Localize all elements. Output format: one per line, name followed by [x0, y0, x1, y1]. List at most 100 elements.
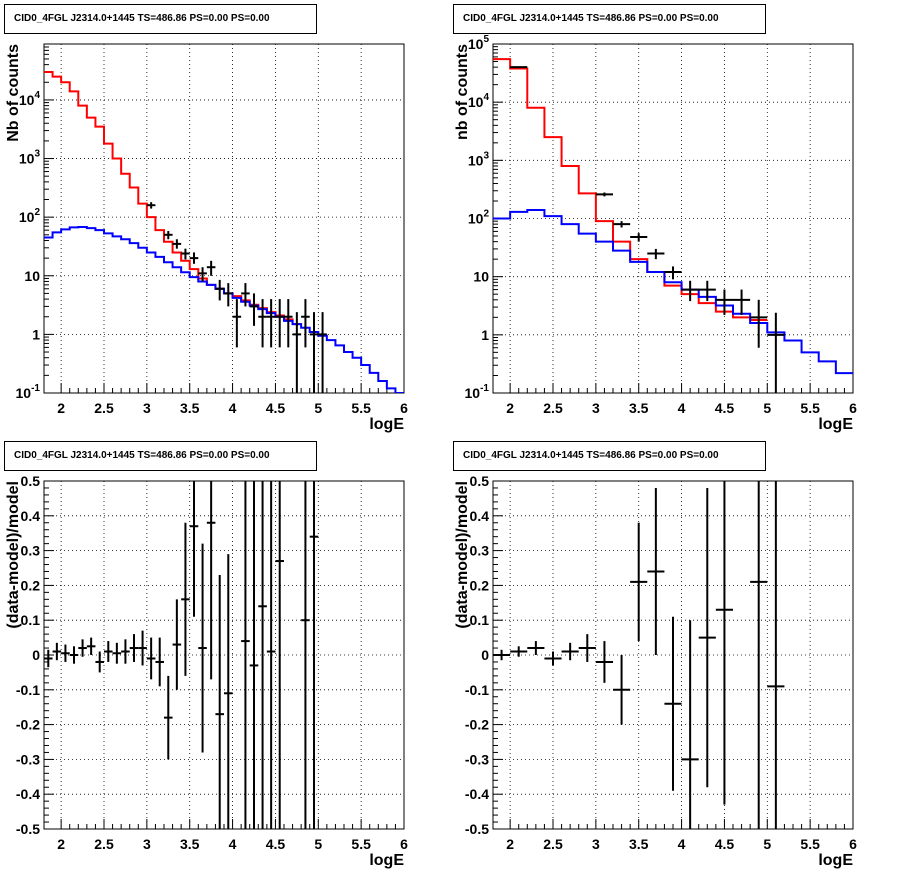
x-tick-label: 4	[678, 836, 686, 852]
data-point	[561, 642, 579, 661]
y-tick-label: 0.5	[21, 473, 41, 489]
y-tick-label: -0.3	[16, 751, 40, 767]
y-tick-label: 105	[468, 34, 490, 52]
y-axis-label: (data-model)/model	[454, 481, 471, 629]
x-tick-label: 4.5	[715, 400, 735, 416]
data-point	[121, 639, 130, 664]
x-tick-label: 4.5	[266, 836, 286, 852]
y-tick-label: 10-1	[465, 383, 490, 401]
x-tick-label: 6	[400, 836, 408, 852]
x-tick-label: 2	[57, 400, 65, 416]
y-tick-label: 0.2	[21, 577, 41, 593]
x-tick-label: 6	[849, 836, 857, 852]
y-tick-label: 1	[32, 326, 40, 342]
x-axis-label: logE	[369, 416, 404, 433]
data-point	[258, 481, 267, 829]
x-tick-label: 6	[849, 400, 857, 416]
y-tick-label: 1	[481, 327, 489, 343]
x-tick-label: 3	[143, 836, 151, 852]
y-tick-label: 103	[468, 150, 490, 168]
data-point	[164, 231, 173, 240]
data-point	[224, 554, 233, 829]
chart-3: 2 2.5 3 3.5 4 4.5 5 5.5 6 -0.5 -0.4 -0.3 -0.2 -0.1 0 0.…	[454, 473, 857, 869]
y-tick-label: -0.5	[16, 821, 40, 837]
x-tick-label: 2.5	[94, 400, 114, 416]
data-point	[595, 641, 613, 683]
data-point	[164, 675, 173, 760]
data-points	[44, 481, 319, 829]
y-tick-label: -0.1	[465, 682, 489, 698]
data-point	[493, 649, 511, 661]
data-point	[52, 642, 62, 661]
data-point	[613, 655, 631, 725]
data-point	[318, 312, 327, 393]
data-point	[95, 651, 104, 673]
data-point	[249, 293, 259, 326]
chart-title-bottom-right: CID0_4FGL J2314.0+1445 TS=486.86 PS=0.00…	[453, 441, 766, 471]
data-point	[613, 221, 631, 228]
y-tick-label: -0.5	[465, 821, 489, 837]
x-tick-label: 4.5	[715, 836, 735, 852]
data-points	[510, 66, 785, 393]
data-point	[215, 574, 224, 829]
x-tick-label: 3.5	[629, 400, 649, 416]
data-point	[630, 233, 648, 242]
data-point	[232, 299, 242, 348]
chart-2: 2 2.5 3 3.5 4 4.5 5 5.5 6 -0.5 -0.4 -0.3 -0.2 -0.1 0 0.…	[5, 473, 408, 869]
x-tick-label: 2.5	[543, 836, 563, 852]
data-point	[206, 260, 216, 276]
y-tick-label: -0.4	[465, 786, 489, 802]
series-line-0	[44, 70, 302, 326]
x-tick-label: 6	[400, 400, 408, 416]
chart-title-bottom-left: CID0_4FGL J2314.0+1445 TS=486.86 PS=0.00…	[4, 441, 317, 471]
data-point	[309, 481, 319, 829]
y-tick-label: -0.3	[465, 751, 489, 767]
data-point	[138, 630, 147, 666]
data-point	[189, 252, 199, 264]
data-point	[181, 248, 190, 260]
data-point	[275, 481, 284, 829]
y-tick-label: -0.2	[16, 717, 40, 733]
data-point	[69, 646, 79, 664]
data-point	[172, 239, 182, 249]
grid-lines	[44, 480, 405, 830]
y-tick-label: 0.5	[470, 473, 490, 489]
y-axis-label: (data-model)/model	[5, 481, 22, 629]
axis-ticks	[44, 43, 405, 394]
data-point	[104, 641, 113, 662]
data-point	[61, 644, 70, 662]
x-axis-label: logE	[818, 852, 853, 869]
data-point	[86, 637, 96, 655]
y-tick-label: 0	[481, 647, 489, 663]
data-point	[275, 299, 284, 348]
data-point	[647, 248, 665, 260]
data-point	[715, 289, 733, 315]
plot-frame	[43, 43, 405, 394]
x-tick-label: 3	[592, 836, 600, 852]
chart-1: 2 2.5 3 3.5 4 4.5 5 5.5 6 10-1 1 10 102 103 104 105 logE…	[454, 34, 857, 433]
data-point	[146, 202, 156, 209]
data-point	[750, 299, 768, 348]
y-axis-label: nb of counts	[454, 44, 471, 140]
series-line-0	[493, 58, 768, 321]
x-tick-label: 3.5	[180, 836, 200, 852]
y-tick-label: 10	[24, 268, 40, 284]
y-tick-label: -0.2	[465, 717, 489, 733]
data-point	[266, 299, 276, 348]
x-tick-label: 5	[763, 836, 771, 852]
data-point	[284, 299, 293, 348]
data-point	[309, 312, 319, 393]
data-point	[578, 634, 596, 662]
data-point	[249, 481, 259, 829]
y-tick-label: 0.3	[21, 543, 41, 559]
plot-area	[493, 58, 853, 393]
data-point	[301, 481, 310, 829]
data-point	[189, 481, 199, 617]
data-point	[733, 289, 751, 315]
data-point	[146, 637, 156, 680]
x-tick-label: 2	[57, 836, 65, 852]
y-tick-label: 0	[32, 647, 40, 663]
x-tick-label: 5.5	[351, 836, 371, 852]
data-point	[595, 192, 613, 197]
axis-ticks	[493, 480, 854, 830]
